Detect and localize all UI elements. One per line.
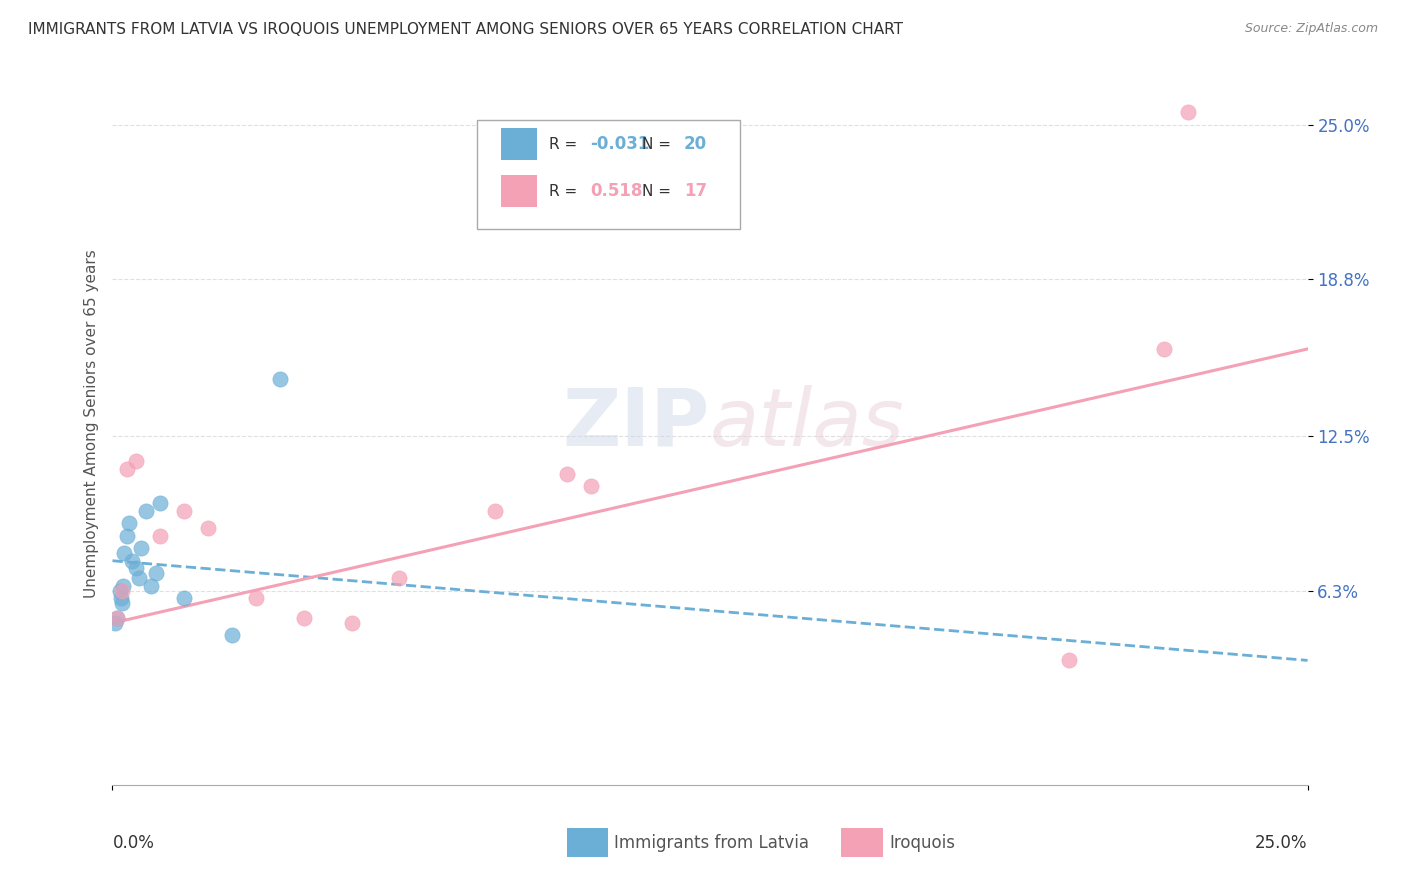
Point (245, 591, 267, 606)
Point (145, 566, 167, 581)
Text: Immigrants from Latvia: Immigrants from Latvia (614, 834, 810, 852)
Point (149, 529, 172, 543)
Text: IMMIGRANTS FROM LATVIA VS IROQUOIS UNEMPLOYMENT AMONG SENIORS OVER 65 YEARS CORR: IMMIGRANTS FROM LATVIA VS IROQUOIS UNEMP… (28, 22, 903, 37)
FancyBboxPatch shape (477, 120, 740, 228)
Text: Iroquois: Iroquois (890, 834, 955, 852)
Point (340, 615, 363, 630)
Text: ZIP: ZIP (562, 384, 710, 463)
Point (579, 479, 602, 493)
Point (555, 467, 578, 481)
FancyBboxPatch shape (842, 829, 883, 857)
Point (388, 571, 411, 585)
Point (135, 504, 157, 518)
Point (125, 561, 148, 575)
Point (292, 611, 315, 625)
Text: 0.518: 0.518 (591, 182, 643, 201)
Point (115, 529, 138, 543)
Point (1057, 653, 1080, 667)
FancyBboxPatch shape (501, 175, 537, 207)
Point (108, 583, 131, 598)
Text: N =: N = (643, 137, 676, 152)
Point (125, 454, 148, 468)
FancyBboxPatch shape (567, 829, 609, 857)
Text: 0.0%: 0.0% (112, 834, 155, 852)
Text: 25.0%: 25.0% (1256, 834, 1308, 852)
Point (121, 554, 143, 568)
Text: 20: 20 (683, 136, 707, 153)
Point (111, 596, 134, 610)
FancyBboxPatch shape (501, 128, 537, 161)
Point (149, 496, 172, 510)
Point (104, 615, 127, 630)
Text: Source: ZipAtlas.com: Source: ZipAtlas.com (1244, 22, 1378, 36)
Text: R =: R = (548, 137, 582, 152)
Point (1177, 105, 1199, 120)
Point (105, 611, 128, 625)
Point (111, 583, 134, 598)
Point (269, 372, 291, 386)
Point (129, 541, 152, 556)
Text: 17: 17 (683, 182, 707, 201)
Point (105, 611, 128, 625)
Point (128, 571, 150, 585)
Point (114, 546, 135, 560)
Text: atlas: atlas (710, 384, 905, 463)
Text: -0.031: -0.031 (591, 136, 650, 153)
Point (173, 591, 195, 606)
Point (115, 461, 138, 475)
Point (110, 591, 132, 606)
Point (484, 504, 506, 518)
Y-axis label: Unemployment Among Seniors over 65 years: Unemployment Among Seniors over 65 years (83, 250, 98, 598)
Point (221, 628, 243, 642)
Point (197, 521, 219, 535)
Point (111, 579, 134, 593)
Point (173, 504, 195, 518)
Text: R =: R = (548, 184, 582, 199)
Text: N =: N = (643, 184, 676, 199)
Point (139, 579, 162, 593)
Point (1153, 342, 1175, 356)
Point (118, 516, 141, 531)
